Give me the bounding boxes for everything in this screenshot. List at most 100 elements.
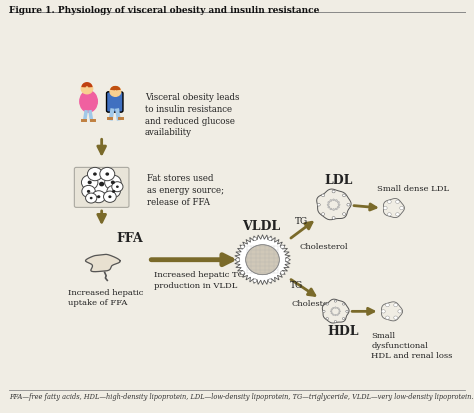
Circle shape (385, 316, 389, 319)
Circle shape (398, 310, 401, 313)
Circle shape (333, 209, 335, 211)
Circle shape (328, 202, 330, 203)
Text: HDL: HDL (327, 325, 359, 338)
Text: Cholesterol: Cholesterol (300, 243, 348, 251)
Circle shape (321, 194, 325, 197)
Circle shape (333, 314, 334, 316)
Circle shape (91, 175, 112, 193)
Circle shape (337, 307, 338, 309)
Circle shape (346, 310, 348, 312)
Ellipse shape (80, 91, 97, 112)
Circle shape (323, 310, 325, 312)
Circle shape (347, 203, 350, 206)
Circle shape (81, 83, 93, 94)
Circle shape (387, 200, 391, 204)
Circle shape (335, 208, 337, 210)
Circle shape (327, 204, 329, 206)
Polygon shape (85, 254, 120, 272)
Circle shape (332, 190, 335, 193)
Text: Cholesterol: Cholesterol (292, 300, 340, 308)
Circle shape (105, 172, 109, 176)
Circle shape (332, 216, 335, 219)
FancyBboxPatch shape (107, 92, 123, 112)
Circle shape (335, 199, 337, 202)
Text: VLDL: VLDL (242, 220, 280, 233)
Text: LDL: LDL (324, 174, 353, 188)
Text: Fat stores used
as energy source;
release of FFA: Fat stores used as energy source; releas… (146, 174, 224, 206)
Circle shape (328, 206, 330, 208)
Circle shape (105, 175, 121, 190)
Text: Figure 1. Physiology of visceral obesity and insulin resistance: Figure 1. Physiology of visceral obesity… (9, 6, 320, 15)
Circle shape (339, 311, 340, 312)
Circle shape (331, 313, 333, 314)
Circle shape (88, 180, 92, 184)
Circle shape (321, 213, 325, 216)
Circle shape (111, 180, 115, 184)
Circle shape (82, 175, 98, 190)
Circle shape (342, 303, 345, 305)
Circle shape (108, 195, 111, 198)
Circle shape (385, 304, 389, 307)
Circle shape (342, 318, 345, 320)
Text: Small dense LDL: Small dense LDL (377, 185, 449, 193)
Circle shape (241, 245, 245, 249)
Circle shape (343, 194, 346, 197)
Polygon shape (317, 189, 351, 220)
Text: Increased hepatic
uptake of FFA: Increased hepatic uptake of FFA (68, 289, 143, 307)
Circle shape (100, 167, 115, 181)
Circle shape (87, 167, 102, 181)
Circle shape (285, 258, 289, 261)
Circle shape (338, 313, 340, 314)
Text: TG: TG (295, 217, 308, 226)
Circle shape (338, 309, 340, 310)
Circle shape (246, 245, 279, 275)
Circle shape (99, 182, 104, 186)
Circle shape (90, 197, 92, 199)
Circle shape (394, 316, 398, 319)
Circle shape (337, 314, 338, 316)
Circle shape (333, 199, 335, 201)
Circle shape (112, 190, 115, 193)
Circle shape (112, 182, 123, 192)
Circle shape (326, 318, 328, 320)
Polygon shape (235, 235, 291, 285)
Circle shape (326, 303, 328, 305)
Circle shape (394, 304, 398, 307)
Circle shape (337, 202, 339, 203)
Circle shape (383, 206, 387, 210)
Circle shape (396, 200, 400, 204)
Circle shape (87, 190, 90, 193)
Circle shape (82, 185, 95, 197)
Text: Visceral obesity leads
to insulin resistance
and reduced glucose
availability: Visceral obesity leads to insulin resist… (145, 93, 239, 138)
Circle shape (382, 310, 385, 313)
Circle shape (97, 195, 100, 198)
Text: FFA: FFA (117, 232, 143, 245)
Circle shape (317, 203, 320, 206)
Circle shape (253, 237, 257, 240)
Circle shape (338, 204, 340, 206)
Circle shape (330, 311, 332, 312)
Circle shape (396, 213, 400, 216)
Circle shape (103, 191, 116, 202)
Circle shape (330, 199, 332, 202)
Circle shape (331, 309, 333, 310)
Circle shape (241, 271, 245, 274)
Circle shape (116, 185, 119, 188)
Circle shape (110, 87, 121, 96)
Circle shape (236, 258, 240, 261)
Polygon shape (382, 302, 402, 321)
Polygon shape (383, 199, 404, 218)
Circle shape (337, 206, 339, 208)
Circle shape (268, 279, 272, 282)
Circle shape (253, 279, 257, 282)
Circle shape (93, 172, 97, 176)
Circle shape (333, 307, 334, 309)
Circle shape (86, 193, 97, 203)
Circle shape (343, 213, 346, 216)
FancyBboxPatch shape (74, 167, 129, 207)
Circle shape (335, 307, 336, 308)
Circle shape (387, 213, 391, 216)
Circle shape (281, 245, 284, 249)
Circle shape (335, 314, 336, 316)
Text: Small
dysfunctional
HDL and renal loss: Small dysfunctional HDL and renal loss (371, 332, 453, 360)
